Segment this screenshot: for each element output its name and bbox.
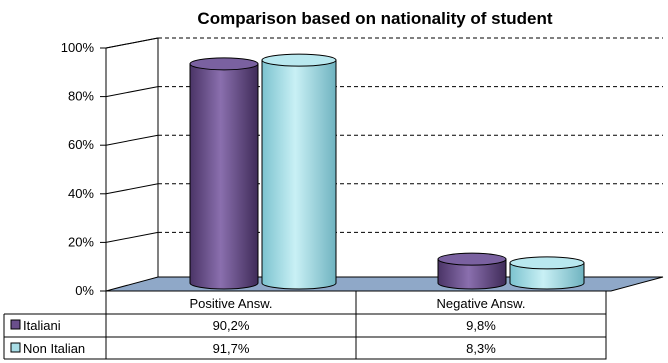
legend-swatch-italiani bbox=[10, 319, 21, 330]
y-tick-label: 60% bbox=[68, 137, 94, 152]
grid-line-side bbox=[105, 183, 159, 195]
bar-body bbox=[261, 59, 337, 290]
data-label-non-italian-negative: 8,3% bbox=[466, 341, 496, 356]
grid-line-side bbox=[105, 134, 159, 146]
grid-line-side bbox=[105, 37, 159, 49]
y-axis-tick-labels: 0% 20% 40% 60% 80% 100% bbox=[61, 40, 95, 298]
y-tick-label: 0% bbox=[75, 283, 94, 298]
data-label-italiani-negative: 9,8% bbox=[466, 318, 496, 333]
category-label-positive: Positive Answ. bbox=[189, 296, 272, 311]
bar-italiani-negative bbox=[437, 252, 507, 290]
bar-non-italian-negative bbox=[509, 256, 585, 290]
bar-non-italian-positive bbox=[261, 53, 337, 290]
grid-line-side bbox=[105, 231, 159, 243]
bar-top bbox=[509, 256, 585, 270]
y-tick-label: 100% bbox=[61, 40, 95, 55]
y-tick-label: 20% bbox=[68, 234, 94, 249]
bar-body bbox=[437, 258, 507, 290]
legend-label-italiani: Italiani bbox=[23, 318, 61, 333]
data-label-italiani-positive: 90,2% bbox=[213, 318, 250, 333]
bar-body bbox=[509, 262, 585, 290]
data-table: Positive Answ. Negative Answ. Italiani 9… bbox=[3, 290, 607, 360]
chart-title: Comparison based on nationality of stude… bbox=[197, 9, 552, 28]
bar-top bbox=[437, 252, 507, 266]
data-label-non-italian-positive: 91,7% bbox=[213, 341, 250, 356]
bar-italiani-positive bbox=[189, 57, 259, 290]
y-tick-label: 40% bbox=[68, 186, 94, 201]
y-tick-label: 80% bbox=[68, 89, 94, 104]
legend-label-non-italian: Non Italian bbox=[23, 341, 85, 356]
bars bbox=[189, 53, 585, 290]
category-label-negative: Negative Answ. bbox=[437, 296, 526, 311]
bar-body bbox=[189, 63, 259, 290]
grid-line-side bbox=[105, 86, 159, 98]
bar-top bbox=[189, 57, 259, 71]
legend-swatch-non-italian bbox=[10, 342, 21, 353]
bar-top bbox=[261, 53, 337, 67]
